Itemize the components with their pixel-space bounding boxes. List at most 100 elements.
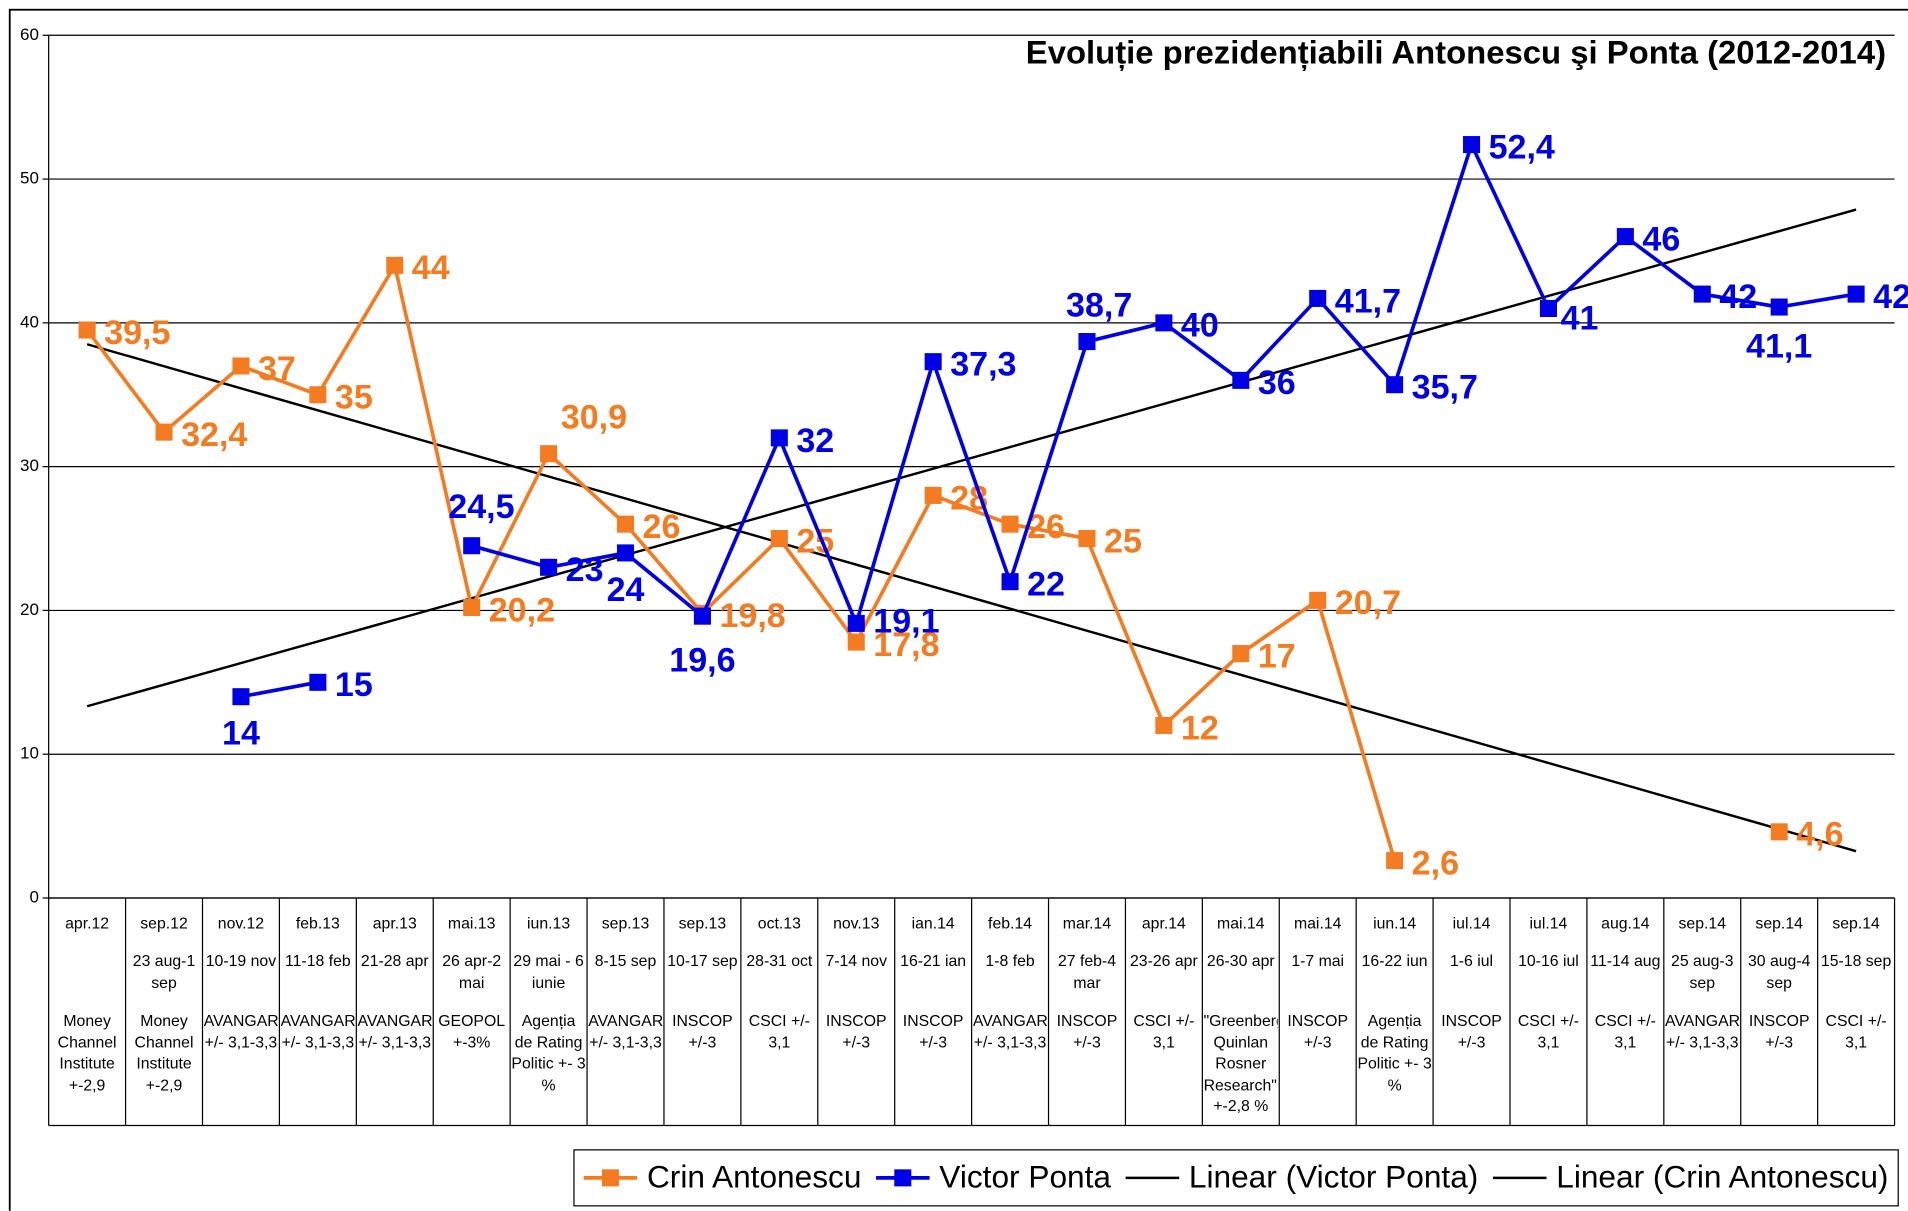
- category-label: ian.14: [911, 913, 955, 933]
- data-label: 20,2: [489, 591, 555, 629]
- marker: [847, 633, 865, 651]
- data-label: 24,5: [448, 488, 514, 526]
- marker: [1693, 285, 1711, 303]
- source-label: AVANGARDE +/- 3,1-3,3: [588, 1011, 663, 1051]
- marker: [78, 321, 96, 339]
- source-label: AVANGARDE +/- 3,1-3,3: [280, 1011, 356, 1051]
- marker: [1539, 299, 1557, 317]
- legend-label: Linear (Victor Ponta): [1189, 1158, 1478, 1194]
- series-line: [240, 139, 1857, 699]
- marker: [232, 357, 250, 375]
- marker: [540, 558, 558, 576]
- marker: [1001, 515, 1019, 533]
- data-label: 38,7: [1066, 286, 1132, 324]
- marker: [1847, 285, 1865, 303]
- marker: [1463, 136, 1481, 154]
- date-label: 23 aug-1 sep: [132, 951, 196, 992]
- data-label: 15: [335, 666, 373, 704]
- category-label: sep.12: [140, 913, 188, 933]
- date-label: 10-19 nov: [205, 951, 277, 970]
- date-label: 26-30 apr: [1206, 951, 1275, 970]
- data-label: 40: [1181, 307, 1219, 345]
- category-label: mar.14: [1062, 913, 1112, 933]
- date-label: 1-7 mai: [1291, 951, 1345, 970]
- data-label: 26: [643, 508, 681, 546]
- date-label: 28-31 oct: [746, 951, 813, 970]
- marker: [309, 673, 327, 691]
- marker: [1770, 298, 1788, 316]
- source-label: INSCOP +/-3: [825, 1011, 887, 1051]
- category-label: apr.13: [372, 913, 417, 933]
- marker: [770, 530, 788, 548]
- legend-box: [573, 1149, 1899, 1207]
- date-label: 10-16 iul: [1518, 951, 1579, 970]
- marker: [1232, 371, 1250, 389]
- source-label: CSCI +/- 3,1: [1517, 1011, 1579, 1051]
- data-label: 19,1: [873, 602, 939, 640]
- category-label: oct.13: [757, 913, 801, 933]
- category-label: iul.14: [1452, 913, 1491, 933]
- date-label: 23-26 apr: [1130, 951, 1198, 970]
- source-label: AVANGARDE +/- 3,1-3,3: [972, 1011, 1048, 1051]
- trendline: [86, 208, 1857, 708]
- data-label: 14: [222, 715, 260, 753]
- marker: [924, 486, 942, 504]
- date-label: 8-15 sep: [594, 951, 657, 970]
- date-label: 10-17 sep: [667, 951, 738, 970]
- data-label: 4,6: [1796, 816, 1843, 854]
- source-label: INSCOP +/-3: [1287, 1011, 1349, 1051]
- category-label: feb.13: [295, 913, 340, 933]
- category-label: sep.13: [678, 913, 727, 933]
- marker: [1309, 591, 1327, 609]
- category-label: aug.14: [1601, 913, 1650, 933]
- data-label: 37: [258, 350, 296, 388]
- y-tick-label: 30: [20, 456, 39, 475]
- data-label: 17: [1258, 637, 1296, 675]
- date-label: 16-21 ian: [900, 951, 967, 970]
- source-label: INSCOP +/-3: [902, 1011, 964, 1051]
- marker: [386, 256, 404, 274]
- source-label: Agenția de Rating Politic +- 3 %: [1357, 1011, 1432, 1094]
- source-label: AVANGARDE +/- 3,1-3,3: [1665, 1011, 1740, 1051]
- source-label: INSCOP +/-3: [672, 1011, 733, 1051]
- data-label: 32: [796, 422, 834, 460]
- date-label: 29 mai - 6 iunie: [513, 951, 584, 992]
- category-label: iun.14: [1373, 913, 1417, 933]
- source-label: GEOPOL +-3%: [438, 1011, 506, 1051]
- trendline: [86, 343, 1857, 853]
- legend-marker: [601, 1169, 619, 1187]
- source-label: AVANGARDE +/- 3,1-3,3: [203, 1011, 279, 1051]
- marker: [463, 537, 481, 555]
- data-label: 39,5: [104, 314, 170, 352]
- date-label: 30 aug-4 sep: [1747, 951, 1811, 992]
- category-label: mai.14: [1217, 913, 1265, 933]
- category-label: mai.13: [447, 913, 496, 933]
- source-label: Money Channel Institute +-2,9: [57, 1011, 117, 1094]
- date-label: 16-22 iun: [1361, 951, 1428, 970]
- data-label: 2,6: [1412, 844, 1459, 882]
- data-label: 17,8: [873, 626, 939, 664]
- category-label: iun.13: [527, 913, 571, 933]
- date-label: 1-8 feb: [985, 951, 1035, 970]
- source-label: INSCOP +/-3: [1056, 1011, 1118, 1051]
- data-label: 32,4: [181, 416, 247, 454]
- source-label: Money Channel Institute +-2,9: [134, 1011, 194, 1094]
- legend-label: Victor Ponta: [939, 1158, 1111, 1194]
- category-label: sep.14: [1755, 913, 1803, 933]
- data-label: 36: [1258, 364, 1296, 402]
- category-label: iul.14: [1529, 913, 1568, 933]
- marker: [1386, 852, 1404, 870]
- date-label: 7-14 nov: [825, 951, 888, 970]
- marker: [1770, 823, 1788, 841]
- data-label: 23: [566, 551, 604, 589]
- date-label: 26 apr-2 mai: [442, 951, 502, 992]
- marker: [770, 429, 788, 447]
- data-label: 46: [1642, 220, 1680, 258]
- legend-label: Crin Antonescu: [647, 1158, 861, 1194]
- marker: [1386, 376, 1404, 394]
- y-tick-label: 20: [20, 600, 39, 619]
- source-label: CSCI +/- 3,1: [748, 1011, 810, 1051]
- marker: [1155, 716, 1173, 734]
- date-label: 15-18 sep: [1820, 951, 1892, 970]
